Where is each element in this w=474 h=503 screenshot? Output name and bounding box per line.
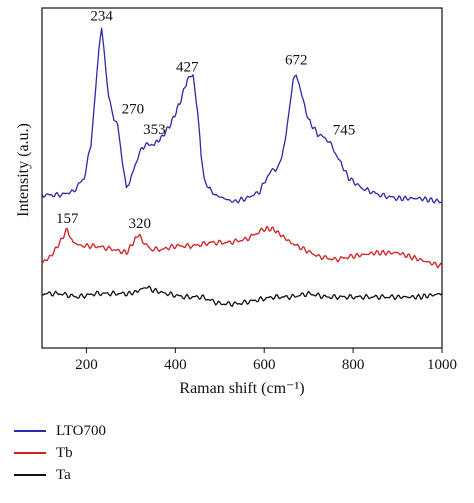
- peak-label: 745: [333, 123, 356, 139]
- peak-label: 157: [56, 211, 79, 227]
- x-tick-label: 400: [164, 357, 187, 373]
- x-tick-label: 200: [75, 357, 98, 373]
- legend-label-ta: Ta: [56, 466, 71, 483]
- legend-item-ta: Ta: [14, 464, 314, 486]
- legend-swatch-lto700: [14, 430, 46, 432]
- x-tick-label: 800: [342, 357, 365, 373]
- peak-label: 353: [143, 122, 166, 138]
- series-line-ta: [41, 285, 443, 308]
- legend: LTO700 Tb Ta: [14, 420, 314, 486]
- x-tick-label: 600: [253, 357, 276, 373]
- peak-label: 270: [122, 102, 145, 118]
- legend-swatch-tb: [14, 452, 46, 454]
- peak-label: 427: [176, 59, 199, 75]
- x-tick-label: 1000: [427, 357, 457, 373]
- plot-frame: [41, 7, 443, 349]
- legend-item-tb: Tb: [14, 442, 314, 464]
- raman-chart: 234 270 353 427 672 745 157 320 200 400 600 800 100…: [15, 7, 457, 397]
- peak-label: 320: [129, 216, 152, 232]
- series-line-tb: [41, 225, 443, 269]
- x-axis-title: Raman shift (cm⁻¹): [179, 380, 304, 397]
- peak-label: 672: [285, 53, 308, 69]
- series-line-lto700: [41, 27, 443, 204]
- y-axis-title: Intensity (a.u.): [15, 123, 32, 217]
- series-layer: [41, 27, 443, 308]
- x-tick-layer: 200 400 600 800 1000: [75, 348, 457, 373]
- legend-item-lto700: LTO700: [14, 420, 314, 442]
- plot-border: [41, 7, 443, 349]
- legend-label-tb: Tb: [56, 444, 73, 461]
- legend-label-lto700: LTO700: [56, 422, 107, 439]
- peak-label: 234: [90, 8, 113, 24]
- annotation-layer: 234 270 353 427 672 745 157 320: [56, 8, 355, 231]
- legend-swatch-ta: [14, 474, 46, 476]
